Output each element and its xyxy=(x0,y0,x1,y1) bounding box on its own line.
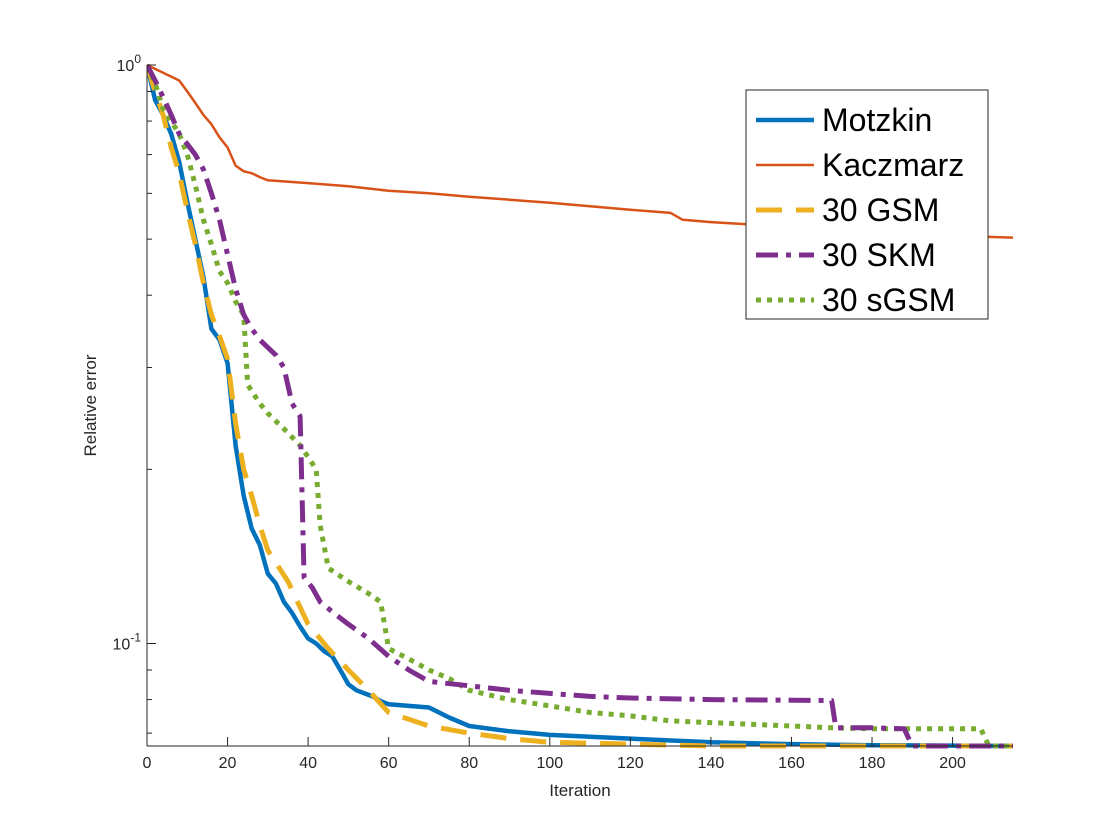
x-tick-label: 60 xyxy=(380,755,398,772)
x-axis-label: Iteration xyxy=(549,781,610,800)
legend-label: 30 SKM xyxy=(822,237,936,273)
x-tick-label: 80 xyxy=(460,755,478,772)
axes: 0 20 40 60 80 100 120 140 160 180 200 100 10-1 xyxy=(113,52,1013,772)
legend-label: Kaczmarz xyxy=(822,147,964,183)
y-tick-label: 10-1 xyxy=(113,631,142,654)
x-tick-label: 200 xyxy=(939,755,966,772)
series-line-30-skm xyxy=(147,63,1013,749)
legend-box xyxy=(745,89,989,320)
x-tick-label: 40 xyxy=(299,755,317,772)
x-tick-label: 100 xyxy=(536,755,563,772)
legend-label: 30 sGSM xyxy=(822,282,955,318)
y-axis-label: Relative error xyxy=(81,354,100,456)
x-tick-label: 160 xyxy=(778,755,805,772)
x-tick-label: 120 xyxy=(617,755,644,772)
x-tick-label: 0 xyxy=(143,755,152,772)
x-tick-label: 180 xyxy=(859,755,886,772)
series-line-30-gsm xyxy=(147,64,1013,749)
legend-label: Motzkin xyxy=(822,102,932,138)
series-line-30-sgsm xyxy=(147,63,1013,749)
x-tick-label: 140 xyxy=(698,755,725,772)
y-tick-label: 100 xyxy=(117,52,142,75)
x-tick-label: 20 xyxy=(219,755,237,772)
legend: Motzkin Kaczmarz 30 GSM 30 SKM 30 sGSM xyxy=(745,89,989,320)
legend-label: 30 GSM xyxy=(822,192,939,228)
